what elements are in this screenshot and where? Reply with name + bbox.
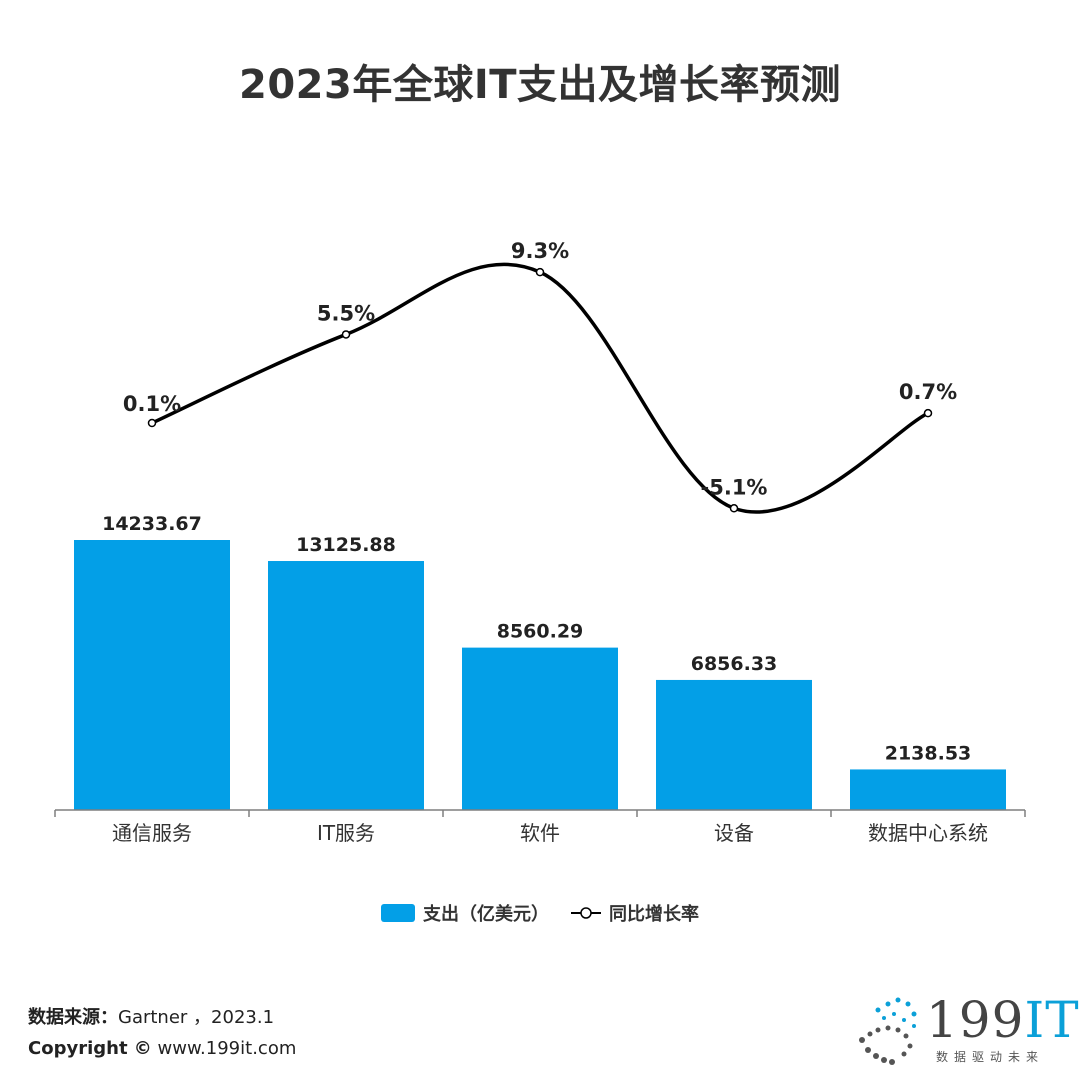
legend-item-growth: 同比增长率 [569,900,699,926]
legend-line-marker-icon [571,907,601,919]
legend: 支出（亿美元） 同比增长率 [0,900,1080,926]
legend-bar-swatch-icon [381,904,415,922]
growth-value-label: 9.3% [511,239,569,263]
data-source-value: Gartner ，2023.1 [118,1007,275,1028]
bar-3 [656,679,812,810]
chart-title: 2023年全球IT支出及增长率预测 [239,62,841,108]
legend-item-spend: 支出（亿美元） [381,900,549,926]
legend-growth-label: 同比增长率 [609,904,699,925]
bar-value-label: 2138.53 [885,742,972,764]
bar-value-label: 13125.88 [296,534,396,556]
copyright: Copyright © www.199it.com [28,1038,296,1059]
bar-0 [74,540,230,810]
data-source-label: 数据来源： [28,1007,118,1028]
logo-number: 199 [926,991,1025,1049]
copyright-url: www.199it.com [157,1038,297,1059]
data-source: 数据来源：Gartner ，2023.1 [28,1003,274,1029]
x-tick-label: 软件 [520,821,560,845]
growth-point [923,408,933,418]
x-tick-label: 设备 [714,821,754,845]
x-axis: 通信服务 IT服务 软件 设备 数据中心系统 [54,809,1026,845]
bar-value-label: 8560.29 [497,621,584,643]
growth-point [535,267,545,277]
bars-layer: 14233.67 13125.88 8560.29 6856.33 2138.53 [74,513,1006,810]
growth-value-label: 0.1% [123,392,181,416]
growth-rate-line [151,262,929,514]
logo-tagline: 数据驱动未来 [936,1050,1045,1064]
growth-line-layer: 0.1% 5.5% 9.3% -5.1% 0.7% [123,239,957,514]
bar-4 [850,769,1006,810]
bar-value-label: 14233.67 [102,513,202,535]
growth-value-label: 0.7% [899,380,957,404]
growth-value-label: 5.5% [317,301,375,325]
brand-logo: 199IT 数据驱动未来 [848,990,1079,1070]
dot-swirl-logo-icon [859,997,917,1065]
logo-wordmark: 199IT [926,990,1080,1050]
legend-spend-label: 支出（亿美元） [423,904,549,925]
growth-point [729,504,739,513]
growth-point [341,330,351,339]
growth-point [147,418,157,428]
growth-value-label: -5.1% [701,475,768,499]
x-tick-label: 数据中心系统 [868,821,988,845]
x-tick-label: IT服务 [317,821,375,845]
logo-it: IT [1024,991,1080,1049]
bar-1 [268,561,424,810]
copyright-label: Copyright © [28,1038,152,1059]
x-tick-label: 通信服务 [112,821,192,845]
bar-2 [462,647,618,810]
bar-value-label: 6856.33 [691,653,778,675]
